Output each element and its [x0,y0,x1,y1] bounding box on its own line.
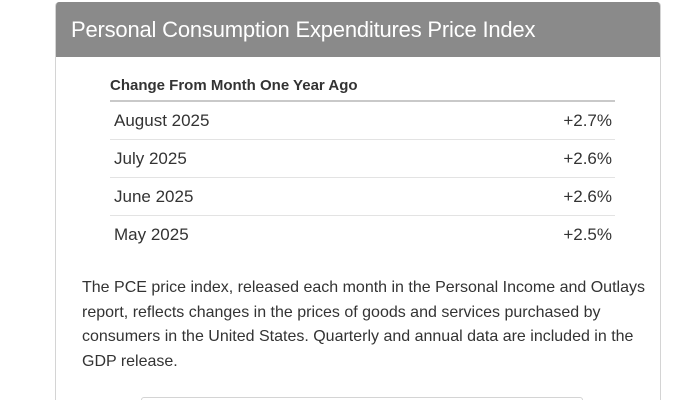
row-month: July 2025 [114,148,187,168]
table-row: August 2025 +2.7% [110,102,615,140]
row-month: May 2025 [114,224,189,244]
card-title: Personal Consumption Expenditures Price … [56,2,660,57]
pce-card: Personal Consumption Expenditures Price … [55,2,661,400]
row-change: +2.6% [563,186,612,206]
row-change: +2.5% [563,224,612,244]
bottom-panel [141,397,583,400]
table-row: July 2025 +2.6% [110,140,615,178]
row-change: +2.6% [563,148,612,168]
row-month: August 2025 [114,110,210,130]
section-label: Change From Month One Year Ago [110,77,358,94]
row-change: +2.7% [563,110,612,130]
row-month: June 2025 [114,186,194,206]
pce-table: August 2025 +2.7% July 2025 +2.6% June 2… [110,100,615,253]
table-row: May 2025 +2.5% [110,216,615,253]
table-row: June 2025 +2.6% [110,178,615,216]
description-text: The PCE price index, released each month… [82,279,645,370]
